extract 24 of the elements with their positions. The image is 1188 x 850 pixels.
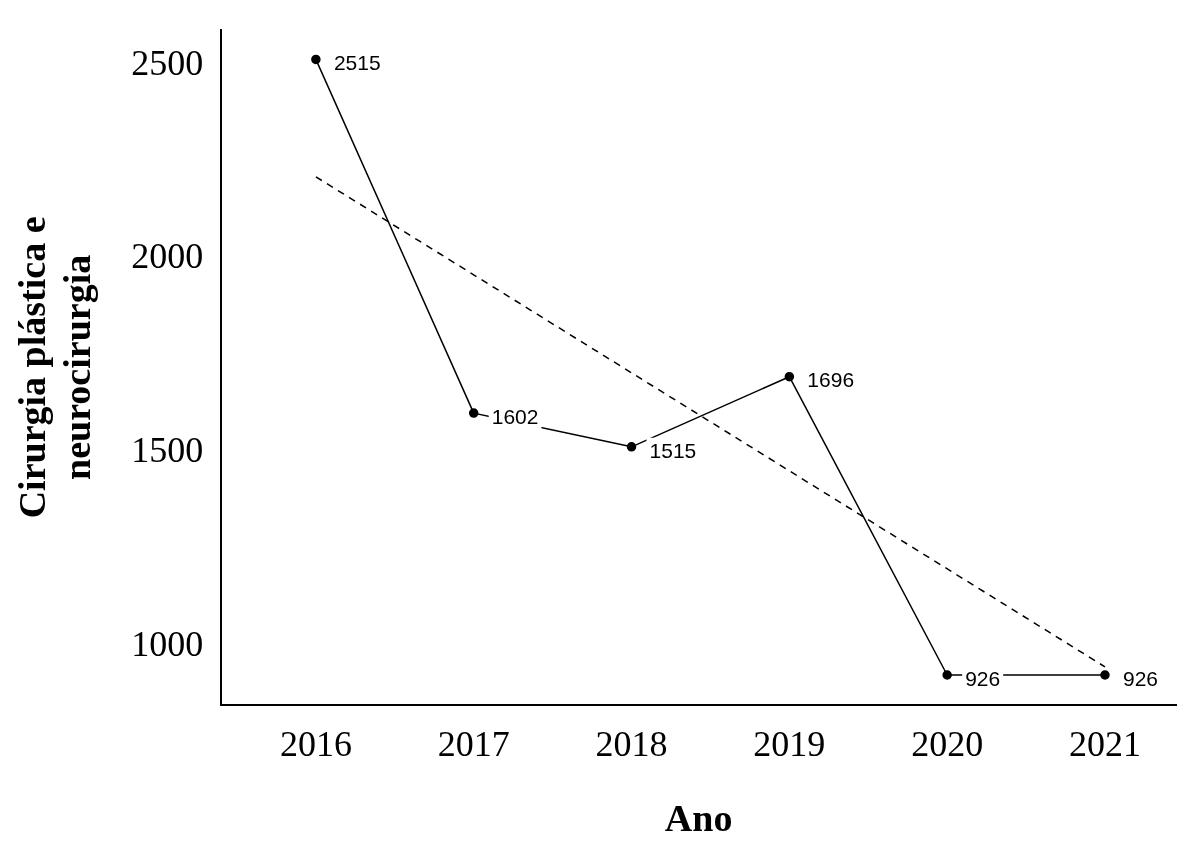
point [626,442,637,452]
x-tick-label: 2017 [437,724,510,765]
y-tick-label: 1500 [131,430,204,471]
x-tick-label: 2020 [911,724,984,765]
data-label: 1696 [807,368,855,392]
point [942,670,952,680]
data-label: 926 [965,666,1001,690]
data-label: 1515 [649,438,697,462]
data-label: 1602 [491,404,539,428]
x-axis-title: Ano [664,797,733,840]
y-axis-title: Cirurgia plástica e neurocirurgia [10,216,99,519]
data-label: 2515 [333,51,381,75]
x-tick-label: 2019 [753,724,826,765]
point [1100,670,1110,680]
point [311,54,321,65]
data-label: 926 [1122,666,1159,690]
x-tick-label: 2018 [595,724,668,765]
y-tick-label: 2000 [131,236,204,277]
y-tick-label: 2500 [131,42,204,83]
x-tick-label: 2016 [279,724,352,765]
x-tick-label: 2021 [1068,724,1141,765]
point [784,371,795,382]
point [468,408,479,418]
y-tick-label: 1000 [131,623,204,664]
